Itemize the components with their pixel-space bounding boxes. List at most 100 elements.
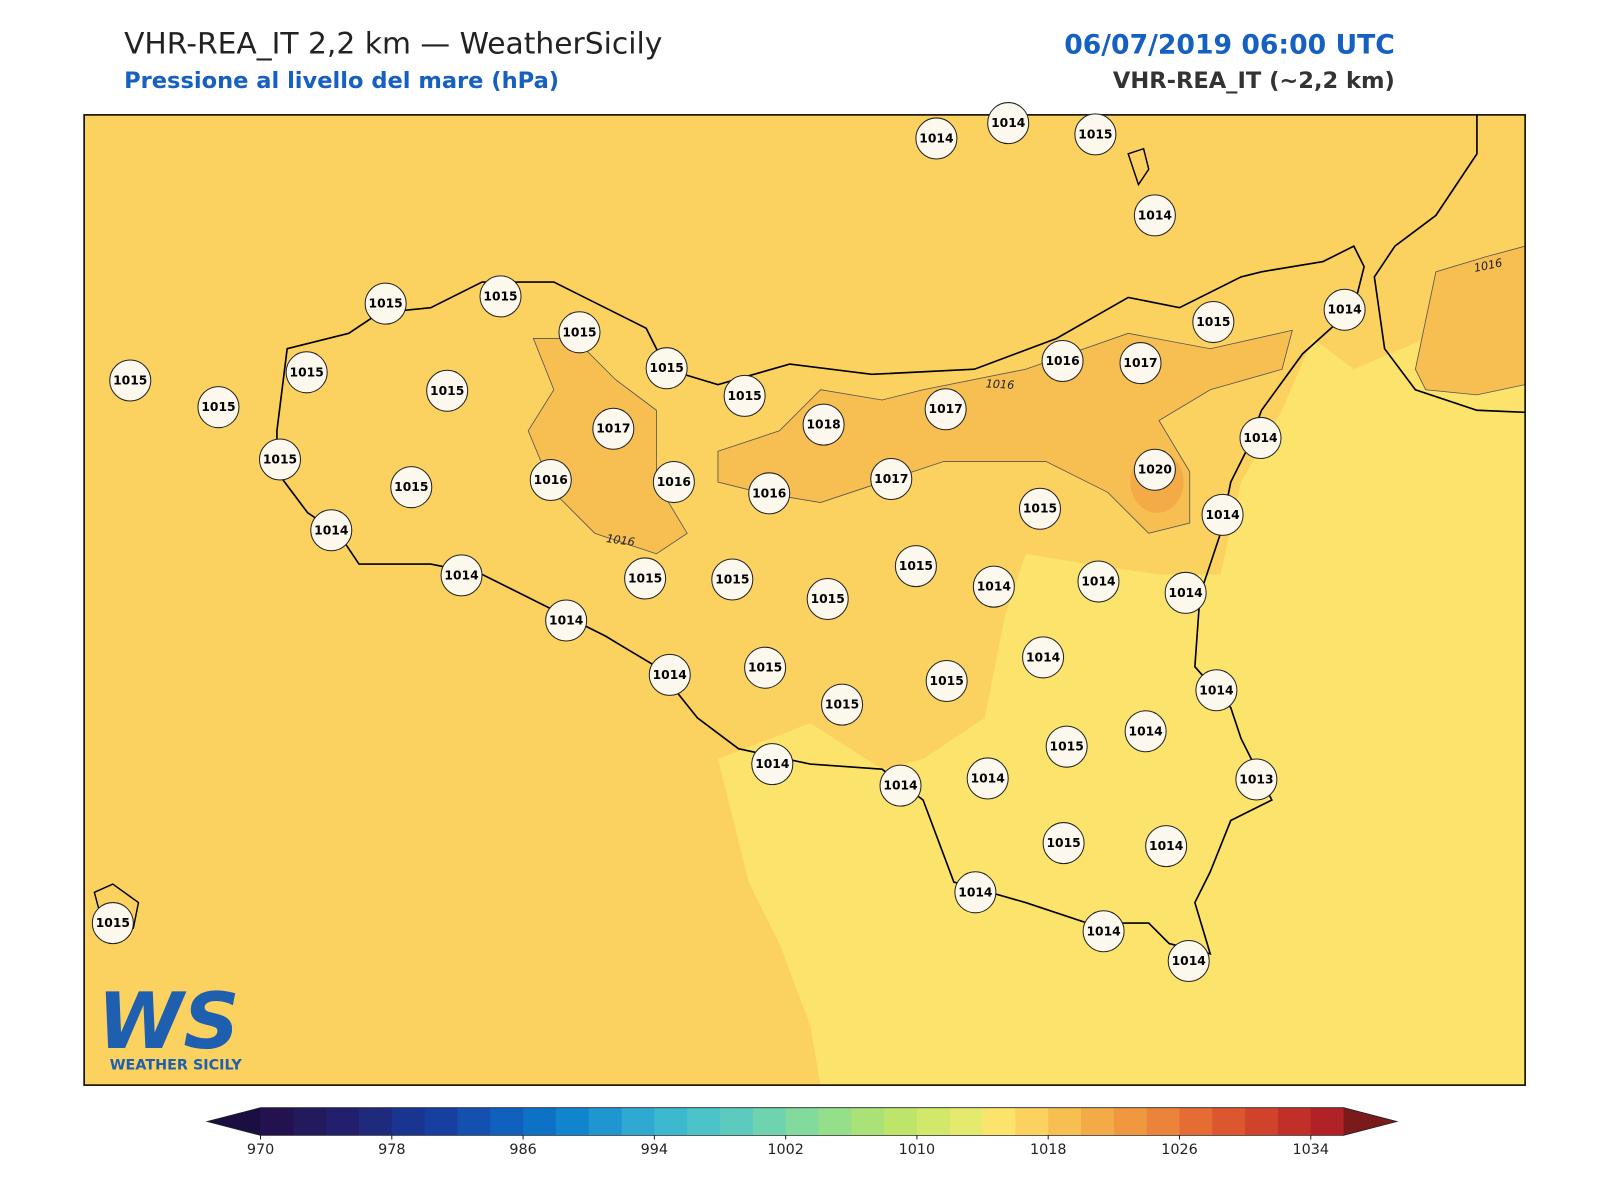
logo-mark: WS [97,977,239,1067]
station-marker [954,871,997,914]
station: 1015 [744,646,787,689]
station-marker [310,509,353,552]
station: 1017 [1119,342,1162,385]
station: 1014 [751,743,794,786]
station-marker [748,472,791,515]
station-marker [1133,194,1176,237]
station: 1016 [529,458,572,502]
station: 1015 [390,466,433,509]
station-value: 1017 [596,422,630,436]
colorbar-segment [752,1107,787,1136]
station-marker [879,764,922,807]
colorbar-tick-label: 1034 [1293,1142,1330,1158]
pressure-field-high [1414,245,1526,396]
station: 1014 [954,871,997,914]
colorbar-segment [1277,1107,1312,1136]
station: 1015 [925,660,968,703]
station: 1014 [648,653,691,696]
station-value: 1014 [314,523,348,537]
station-marker [1192,301,1235,344]
colorbar-segment [687,1107,721,1136]
station-value: 1014 [755,757,789,771]
station-value: 1013 [1239,772,1273,786]
station-marker [258,438,302,481]
colorbar-tick-label: 978 [378,1142,405,1158]
station: 1014 [972,565,1015,608]
station-value: 1014 [1205,508,1239,522]
station-marker [806,577,849,620]
station: 1015 [645,347,688,390]
station-marker [915,117,958,160]
colorbar-segment [1245,1107,1279,1136]
colorbar-segment [1310,1107,1345,1136]
colorbar-segment [1113,1107,1148,1136]
station: 1015 [91,902,134,945]
colorbar-extend-high [1343,1107,1397,1136]
colorbar-segment [1048,1107,1082,1136]
station-marker [648,653,691,696]
station: 1014 [915,117,958,160]
station: 1015 [479,275,522,318]
station-marker [925,660,968,703]
station: 1014 [440,554,483,597]
station-value: 1015 [748,661,782,675]
station: 1017 [592,407,635,450]
station: 1015 [624,557,667,600]
colorbar-segment [1015,1107,1049,1136]
station-value: 1017 [874,472,908,486]
station-marker [364,282,407,325]
station-value: 1014 [1243,431,1277,445]
station: 1014 [1077,560,1120,603]
station: 1015 [821,683,864,726]
station-marker [285,351,328,394]
subtitle: Pressione al livello del mare (hPa) [124,68,559,94]
station-marker [1235,758,1278,801]
colorbar-segment [588,1107,623,1136]
station-marker [966,757,1009,800]
station: 1014 [1022,636,1065,679]
station-marker [1164,571,1207,614]
stations: 1014 1014 1015 1014 1015 1015 1015 1015 1015 1015… [91,102,1504,983]
station: 1015 [258,438,302,481]
logo-name: WEATHER SICILY [110,1058,243,1074]
station: 1016 [1041,340,1084,383]
station-value: 1014 [971,771,1005,785]
datetime: 06/07/2019 06:00 UTC [1064,29,1395,60]
station: 1014 [966,757,1009,800]
station-value: 1015 [1078,127,1112,141]
station-value: 1015 [825,698,859,712]
station-value: 1014 [1199,683,1233,697]
station-value: 1015 [201,400,235,414]
colorbar-tick-label: 1026 [1161,1142,1198,1158]
station-value: 1016 [752,486,786,500]
colorbar: 970 978 986 994 1002 1010 1018 1026 1034 [205,1107,1399,1158]
station-value: 1015 [483,289,517,303]
station: 1013 [1235,758,1278,801]
station-value: 1014 [1081,575,1115,589]
station-marker [1074,113,1117,156]
station: 1016 [748,472,791,515]
station-value: 1014 [653,668,687,682]
station: 1015 [1042,822,1085,865]
station: 1017 [870,457,913,500]
station-marker [624,557,667,600]
title: VHR-REA_IT 2,2 km — WeatherSicily [124,26,662,61]
station: 1015 [723,374,766,417]
map-frame [83,114,1526,1086]
station-value: 1015 [899,559,933,573]
station-marker [1124,710,1167,753]
station-marker [1239,416,1282,459]
station-marker [870,457,913,500]
contour-label: 1016 [985,377,1014,391]
colorbar-tick-label: 994 [641,1142,668,1158]
model-label: VHR-REA_IT (~2,2 km) [1113,68,1395,94]
colorbar-segment [720,1107,754,1136]
station-value: 1015 [113,374,147,388]
station-value: 1014 [977,580,1011,594]
station-marker [821,683,864,726]
station-marker [802,403,845,446]
station: 1018 [802,403,845,446]
station-marker [479,275,522,318]
